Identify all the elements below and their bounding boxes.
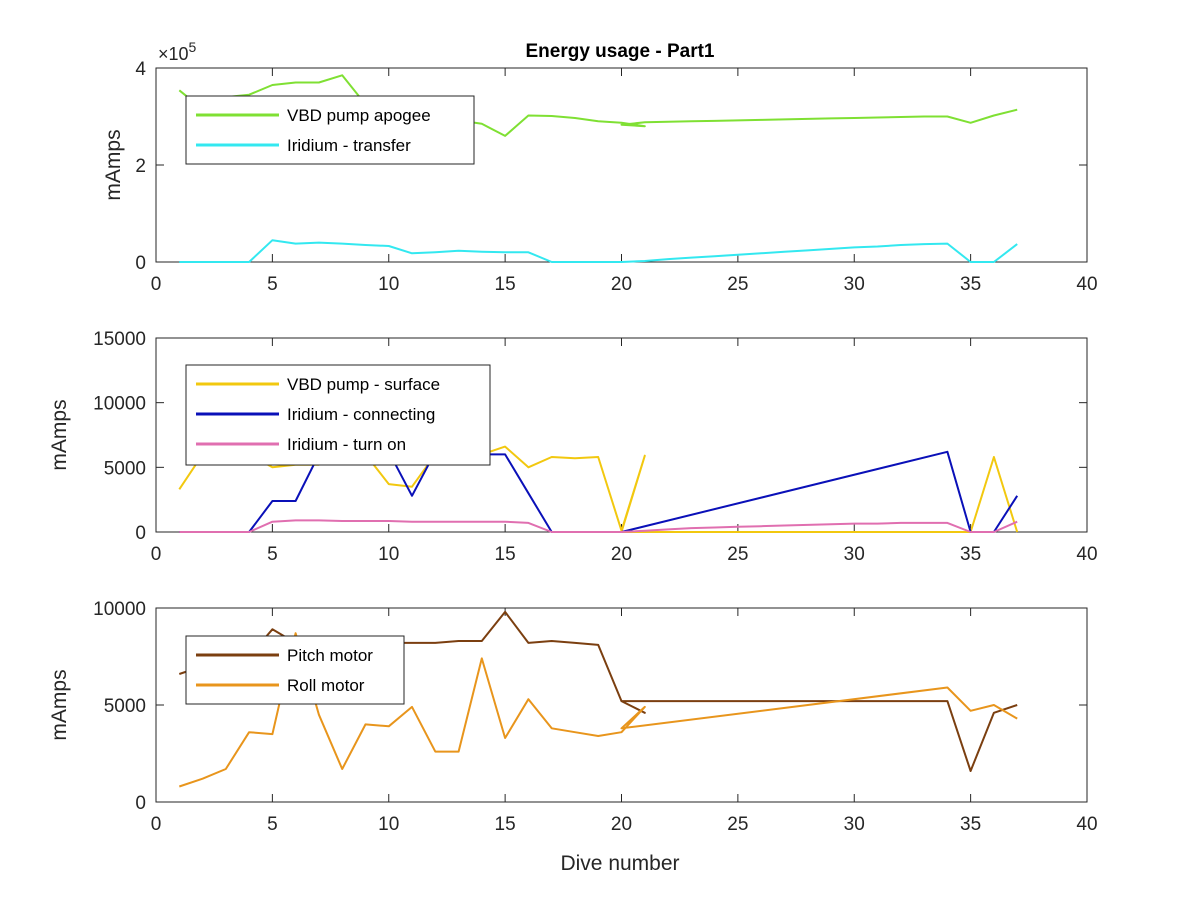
x-tick-label: 10 bbox=[378, 544, 399, 565]
legend-label-iridium-transfer: Iridium - transfer bbox=[287, 136, 411, 155]
x-tick-label: 0 bbox=[151, 274, 162, 295]
legend-label-iridium-connecting: Iridium - connecting bbox=[287, 405, 435, 424]
legend-box bbox=[185, 95, 475, 165]
y-tick-label: 0 bbox=[135, 253, 146, 274]
subplot-pitch-roll-motor: 0 5 10 15 20 25 30 35 40 0 5000 10000 mAmps Pitch mot… bbox=[48, 599, 1098, 835]
x-tick-label: 30 bbox=[844, 544, 865, 565]
x-tick-label: 10 bbox=[378, 274, 399, 295]
series-line-iridium-transfer bbox=[179, 239, 1018, 263]
x-tick-label: 5 bbox=[267, 814, 278, 835]
x-tick-label: 40 bbox=[1076, 544, 1097, 565]
y-tick-label: 15000 bbox=[93, 329, 146, 350]
x-tick-label: 15 bbox=[495, 814, 516, 835]
y-exponent-label: ×105 bbox=[158, 39, 197, 64]
legend-label-vbd-pump-surface: VBD pump - surface bbox=[287, 375, 440, 394]
x-tick-label: 30 bbox=[844, 274, 865, 295]
y-tick-label: 4 bbox=[135, 59, 146, 80]
y-axis-label: mAmps bbox=[102, 129, 125, 200]
y-axis-label: mAmps bbox=[48, 669, 71, 740]
y-tick-label: 0 bbox=[135, 523, 146, 544]
legend-label-roll-motor: Roll motor bbox=[287, 676, 365, 695]
series-line-iridium-turn-on bbox=[179, 519, 1018, 533]
y-tick-label: 0 bbox=[135, 793, 146, 814]
x-axis-label: Dive number bbox=[560, 852, 679, 875]
x-tick-label: 5 bbox=[267, 544, 278, 565]
y-exponent-power: 5 bbox=[189, 39, 197, 55]
figure-title: Energy usage - Part1 bbox=[525, 41, 714, 62]
x-tick-label: 40 bbox=[1076, 814, 1097, 835]
x-tick-label: 25 bbox=[727, 544, 748, 565]
y-tick-label: 5000 bbox=[104, 696, 146, 717]
legend-box bbox=[185, 635, 405, 705]
x-tick-label: 35 bbox=[960, 544, 981, 565]
legend-label-vbd-pump-apogee: VBD pump apogee bbox=[287, 106, 431, 125]
y-tick-label: 10000 bbox=[93, 599, 146, 620]
x-tick-label: 25 bbox=[727, 274, 748, 295]
y-tick-label: 2 bbox=[135, 156, 146, 177]
subplot-vbd-apogee-iridium-transfer: 0 5 10 15 20 25 30 35 40 0 2 4 ×105 mAmps VBD pump apo… bbox=[102, 39, 1098, 295]
x-tick-label: 20 bbox=[611, 544, 632, 565]
y-tick-label: 10000 bbox=[93, 394, 146, 415]
x-tick-label: 20 bbox=[611, 814, 632, 835]
y-tick-label: 5000 bbox=[104, 458, 146, 479]
y-axis-label: mAmps bbox=[48, 399, 71, 470]
series-line-vbd-pump-apogee bbox=[178, 74, 1018, 137]
x-tick-label: 15 bbox=[495, 274, 516, 295]
x-tick-label: 25 bbox=[727, 814, 748, 835]
x-tick-label: 35 bbox=[960, 814, 981, 835]
x-tick-label: 35 bbox=[960, 274, 981, 295]
x-tick-label: 5 bbox=[267, 274, 278, 295]
x-tick-label: 20 bbox=[611, 274, 632, 295]
legend-label-iridium-turn-on: Iridium - turn on bbox=[287, 435, 406, 454]
x-tick-label: 10 bbox=[378, 814, 399, 835]
legend-label-pitch-motor: Pitch motor bbox=[287, 646, 373, 665]
subplot-vbd-surface-iridium-connecting: 0 5 10 15 20 25 30 35 40 0 5000 10000 15000 mAmps VBD … bbox=[48, 329, 1098, 565]
x-tick-label: 0 bbox=[151, 544, 162, 565]
x-tick-label: 15 bbox=[495, 544, 516, 565]
x-tick-label: 30 bbox=[844, 814, 865, 835]
x-tick-label: 0 bbox=[151, 814, 162, 835]
series-line-roll-motor bbox=[178, 632, 1018, 788]
x-tick-label: 40 bbox=[1076, 274, 1097, 295]
